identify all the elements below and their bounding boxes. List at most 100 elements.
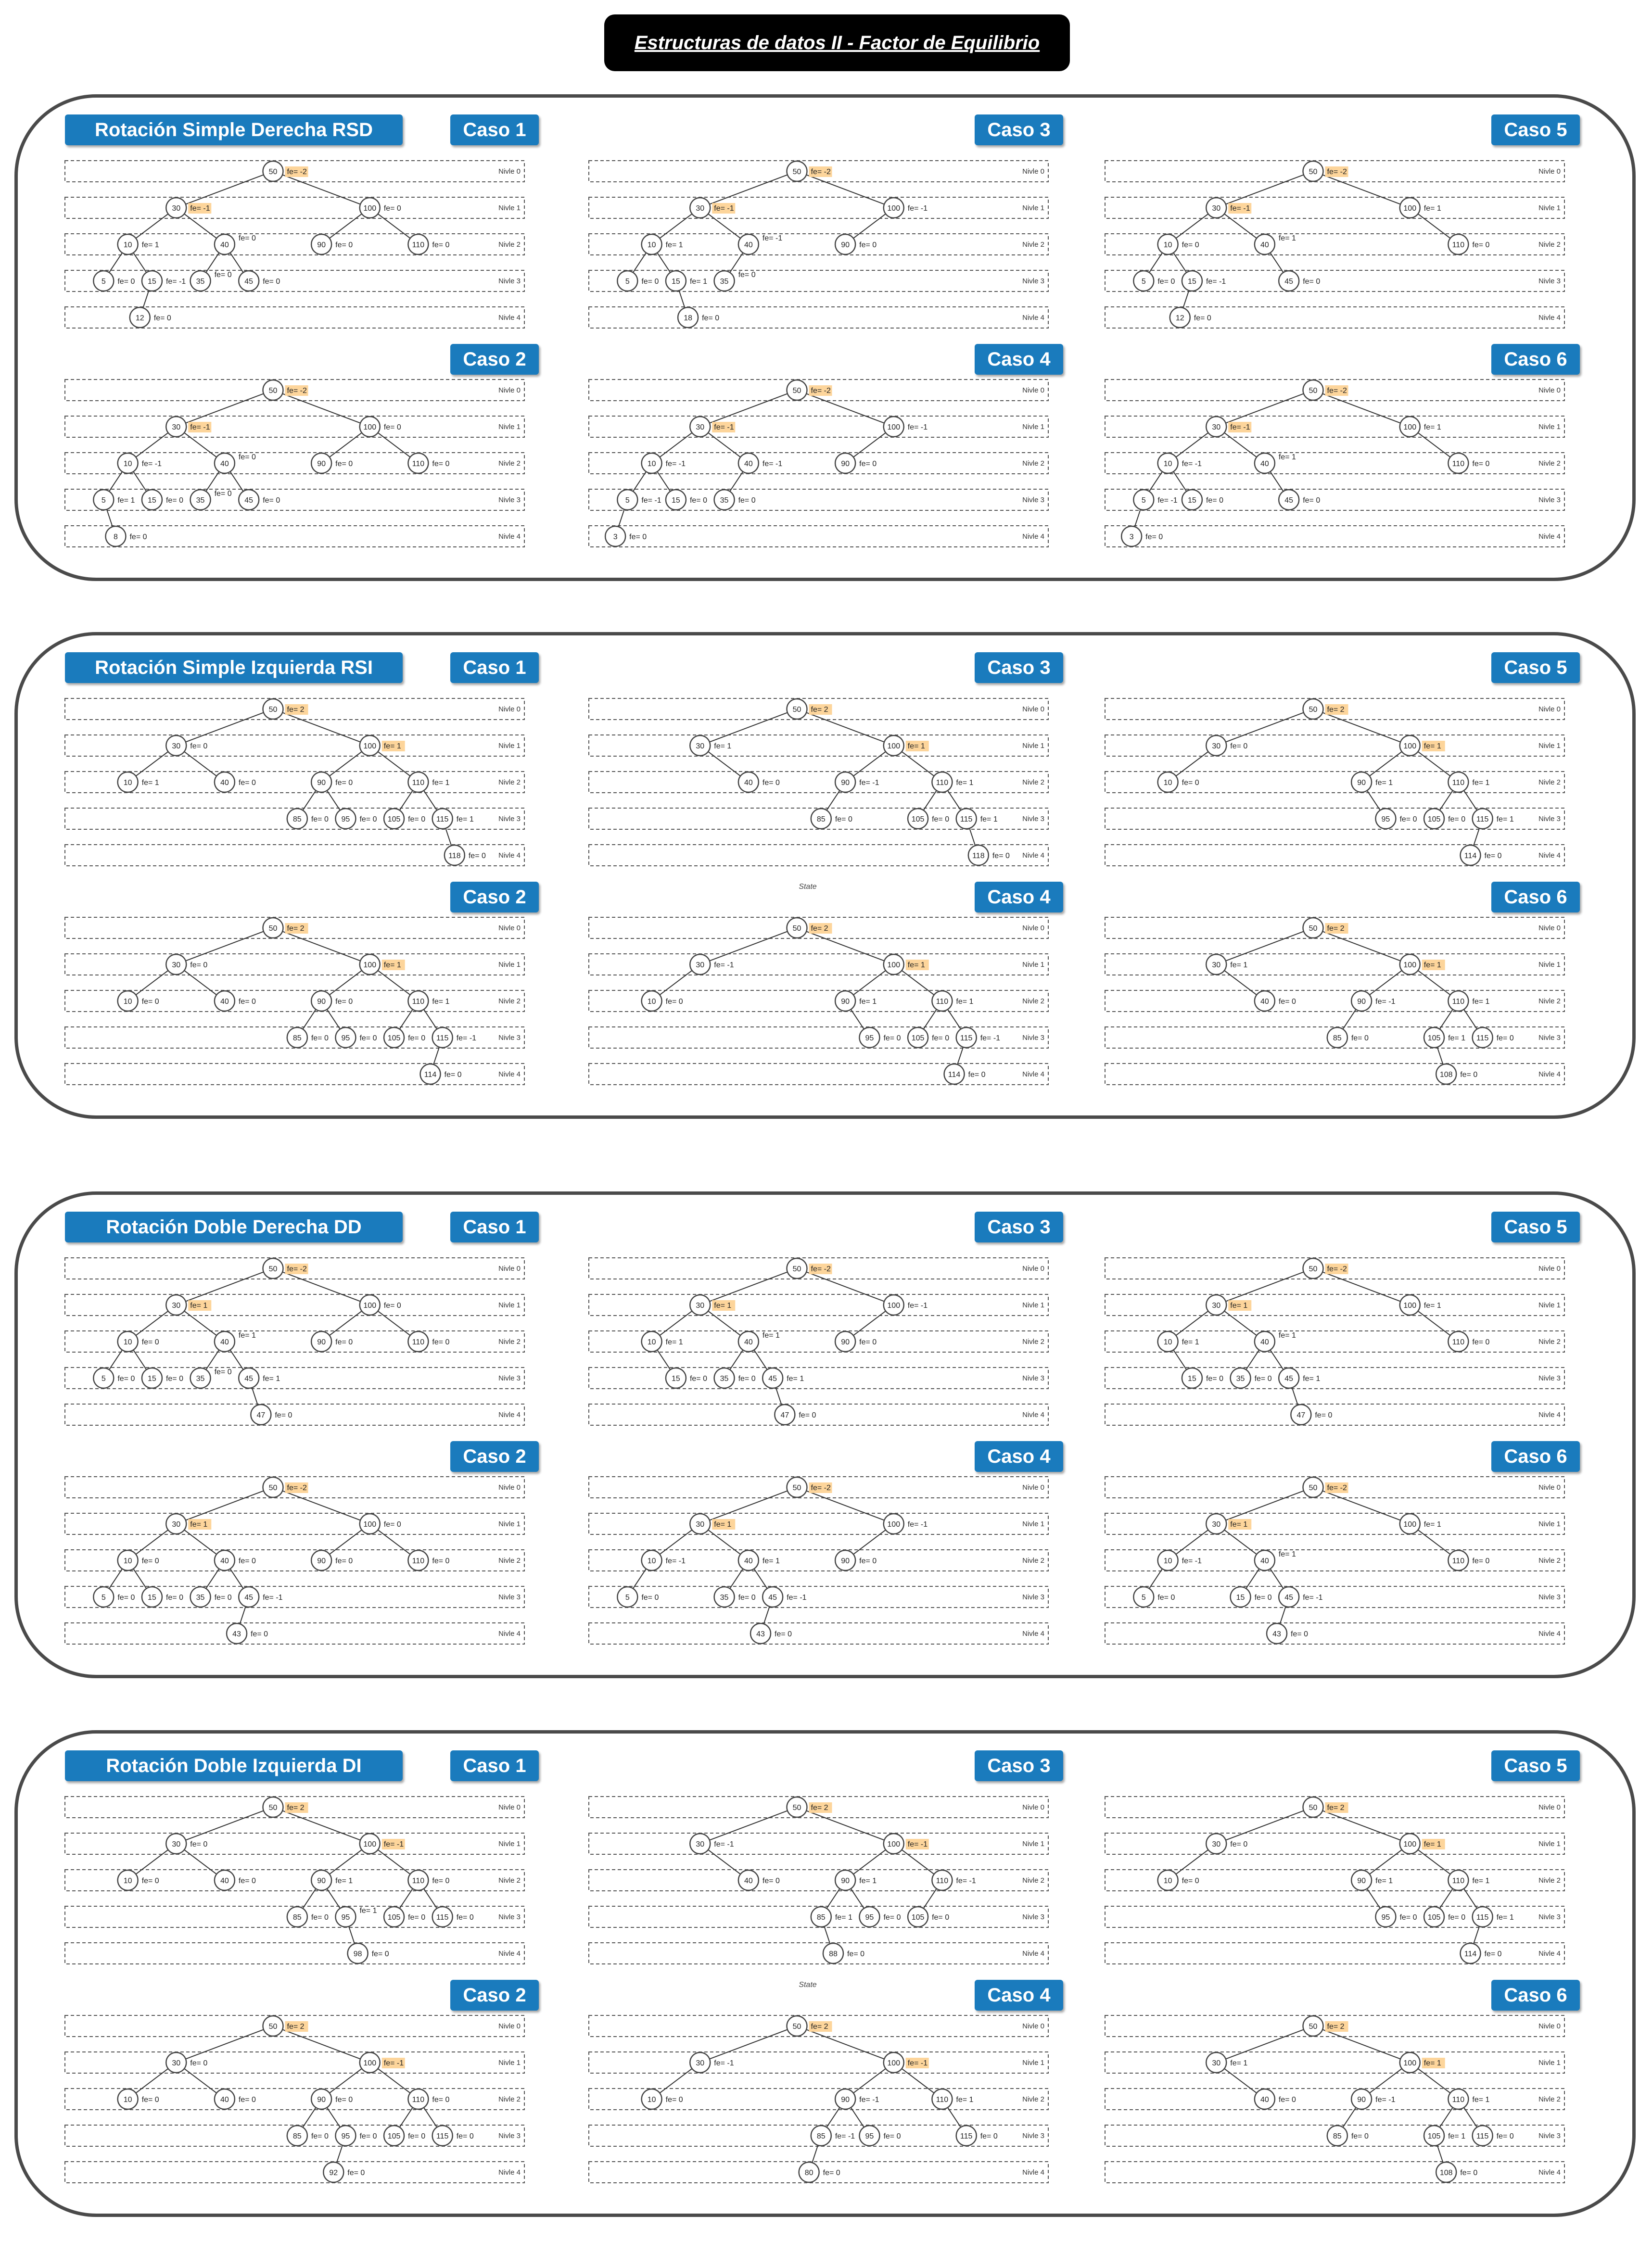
node-circle bbox=[238, 489, 260, 511]
tree-node: 18 fe= 0 bbox=[677, 306, 719, 329]
node-circle bbox=[1375, 808, 1397, 830]
level-band bbox=[588, 808, 1049, 830]
tree-node: 100 fe= 1 bbox=[1399, 197, 1441, 219]
node-circle bbox=[883, 1294, 904, 1316]
tree-edge bbox=[142, 290, 150, 308]
tree-edge bbox=[377, 1310, 411, 1336]
level-label: Nivle 0 bbox=[1538, 705, 1561, 713]
fe-highlight bbox=[285, 704, 308, 715]
node-circle bbox=[1399, 1833, 1421, 1855]
tree-node: 5 fe= 0 bbox=[617, 270, 659, 292]
node-value: 50 bbox=[1309, 168, 1318, 176]
tree-node: 110 fe= 0 bbox=[407, 1869, 450, 1891]
node-circle bbox=[1181, 489, 1203, 511]
node-value: 40 bbox=[220, 1877, 229, 1885]
tree-node: 12 fe= 0 bbox=[1169, 306, 1211, 329]
level-band bbox=[64, 160, 525, 182]
node-circle bbox=[117, 452, 139, 474]
level-label: Nivle 3 bbox=[1538, 2132, 1561, 2140]
node-circle bbox=[1230, 1586, 1251, 1608]
tree-node: 50 fe= -2 bbox=[262, 379, 308, 401]
level-label: Nivle 0 bbox=[1538, 1483, 1561, 1492]
node-value: 90 bbox=[841, 1877, 850, 1885]
balance-factor: fe= 0 bbox=[190, 2059, 207, 2067]
tree-node: 90 fe= 0 bbox=[310, 1330, 353, 1353]
balance-factor: fe= -2 bbox=[811, 387, 831, 395]
tree-node: 50 fe= -2 bbox=[262, 160, 308, 182]
tree-node: 100 fe= 1 bbox=[1399, 953, 1445, 975]
balance-factor: fe= 0 bbox=[823, 2169, 840, 2177]
balance-factor: fe= 0 bbox=[311, 815, 329, 823]
node-circle bbox=[1448, 2088, 1469, 2110]
node-circle bbox=[93, 1586, 114, 1608]
tree-edge bbox=[135, 213, 169, 239]
level-band bbox=[64, 1622, 525, 1645]
level-label: Nivle 0 bbox=[1538, 1803, 1561, 1811]
tree-node: 15 fe= 0 bbox=[141, 1367, 183, 1389]
tree-edge bbox=[251, 1387, 258, 1405]
fe-highlight bbox=[1228, 1300, 1252, 1311]
balance-factor: fe= -1 bbox=[714, 1840, 734, 1849]
level-band bbox=[1105, 1513, 1565, 1535]
tree-edge bbox=[657, 252, 671, 273]
node-circle bbox=[1399, 416, 1421, 438]
tree-node: 110 fe= 1 bbox=[407, 990, 450, 1012]
node-value: 12 bbox=[1176, 314, 1184, 322]
node-value: 105 bbox=[1428, 815, 1441, 823]
level-label: Nivle 0 bbox=[1022, 705, 1044, 713]
tree-edge bbox=[1369, 751, 1402, 777]
node-value: 40 bbox=[1260, 1338, 1269, 1346]
node-value: 50 bbox=[1309, 924, 1318, 933]
node-circle bbox=[117, 233, 139, 255]
tree-node: 100 fe= -1 bbox=[359, 2051, 405, 2074]
level-label: Nivle 3 bbox=[1022, 1374, 1044, 1382]
node-value: 100 bbox=[887, 2059, 900, 2067]
node-value: 45 bbox=[1284, 278, 1293, 286]
level-band bbox=[588, 379, 1049, 401]
balance-factor: fe= 0 bbox=[702, 314, 719, 322]
balance-factor: fe= 1 bbox=[956, 2096, 973, 2104]
node-value: 110 bbox=[412, 1338, 425, 1346]
tree-node: 100 fe= -1 bbox=[883, 1294, 928, 1316]
tree-edge bbox=[806, 1810, 885, 1841]
level-label: Nivle 3 bbox=[1022, 2132, 1044, 2140]
node-circle bbox=[1350, 771, 1372, 793]
balance-factor: fe= 0 bbox=[432, 1557, 449, 1565]
tree-node: 98 fe= 0 bbox=[347, 1942, 389, 1964]
node-value: 10 bbox=[648, 1557, 656, 1565]
node-value: 105 bbox=[388, 2132, 401, 2140]
level-label: Nivle 3 bbox=[498, 1034, 521, 1042]
balance-factor: fe= -1 bbox=[384, 1840, 404, 1849]
balance-factor: fe= 1 bbox=[1375, 1877, 1393, 1885]
balance-factor: fe= 0 bbox=[142, 2096, 159, 2104]
level-band bbox=[1105, 1833, 1565, 1855]
tree-edge bbox=[1322, 2029, 1401, 2060]
node-value: 90 bbox=[317, 1338, 326, 1346]
balance-factor: fe= -1 bbox=[714, 204, 734, 213]
node-value: 50 bbox=[793, 1484, 801, 1492]
node-circle bbox=[737, 233, 760, 255]
node-circle bbox=[1254, 1330, 1276, 1353]
balance-factor: fe= -1 bbox=[956, 1877, 976, 1885]
node-value: 10 bbox=[124, 1557, 132, 1565]
node-value: 85 bbox=[817, 1913, 826, 1922]
tree-node: 50 fe= 2 bbox=[786, 2015, 832, 2037]
balance-factor: fe= -2 bbox=[1327, 387, 1347, 395]
balance-factor: fe= -2 bbox=[287, 1265, 307, 1273]
tree-edge bbox=[329, 1310, 362, 1336]
tree-edge bbox=[423, 1888, 437, 1909]
tree-edge bbox=[1270, 252, 1284, 273]
level-label: Nivle 4 bbox=[1538, 314, 1561, 322]
balance-factor: fe= 0 bbox=[166, 496, 183, 505]
node-circle bbox=[1133, 489, 1155, 511]
tree-node: 5 fe= 0 bbox=[1133, 270, 1175, 292]
tree-edge bbox=[923, 1888, 937, 1909]
node-circle bbox=[713, 1586, 735, 1608]
tree-edge bbox=[185, 1490, 264, 1521]
balance-factor: fe= 1 bbox=[956, 779, 973, 787]
tree-node: 105 fe= 0 bbox=[907, 1026, 949, 1049]
node-value: 10 bbox=[648, 2096, 656, 2104]
balance-factor: fe= 1 bbox=[142, 779, 159, 787]
